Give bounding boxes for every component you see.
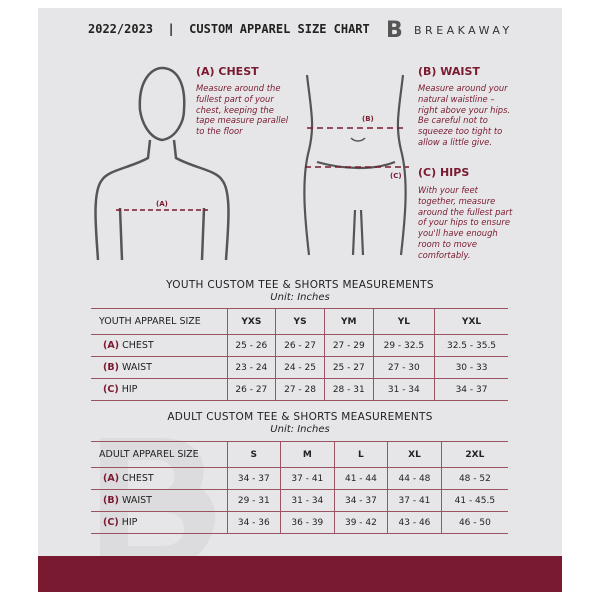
row-label: (C) HIP [91, 511, 228, 534]
row-name: CHEST [122, 473, 154, 484]
table-cell: 34 - 36 [226, 511, 282, 534]
row-name: WAIST [121, 495, 152, 506]
row-code: (C) [103, 517, 119, 528]
youth-size-table: YOUTH APPAREL SIZE YXS YS YM YL YXL (A) CHEST 2… [91, 308, 508, 401]
table-cell: 43 - 46 [387, 511, 442, 534]
table-row: (B) WAIST 29 - 31 31 - 34 34 - 37 37 - 41 41 … [91, 489, 508, 512]
header-cell: YM [323, 308, 374, 335]
lower-body-illustration [303, 74, 409, 256]
table-cell: 48 - 52 [440, 467, 508, 490]
row-label: (B) WAIST [91, 489, 228, 512]
table-cell: 36 - 39 [280, 511, 335, 534]
page-title: 2022/2023 | CUSTOM APPAREL SIZE CHART [88, 22, 370, 36]
youth-unit: Unit: Inches [270, 292, 330, 303]
logo-mark: B [386, 18, 403, 43]
table-row: (A) CHEST 34 - 37 37 - 41 41 - 44 44 - 48 48 … [91, 467, 508, 490]
row-code: (C) [103, 384, 119, 395]
table-row: (C) HIP 26 - 27 27 - 28 28 - 31 31 - 34 34 - … [91, 378, 508, 401]
adult-size-table: ADULT APPAREL SIZE S M L XL 2XL (A) CHEST 34 - … [91, 441, 508, 534]
table-cell: 25 - 27 [323, 356, 374, 379]
table-cell: 26 - 27 [275, 334, 325, 357]
table-cell: 34 - 37 [434, 378, 508, 401]
table-cell: 24 - 25 [275, 356, 325, 379]
waist-marker: (B) [362, 115, 374, 123]
header-cell: L [333, 441, 389, 468]
table-cell: 34 - 37 [333, 489, 389, 512]
row-name: WAIST [121, 362, 152, 373]
chest-marker: (A) [156, 200, 168, 208]
chest-heading: (A) CHEST [196, 65, 259, 78]
hips-heading: (C) HIPS [418, 166, 470, 179]
table-row: (A) CHEST 25 - 26 26 - 27 27 - 29 29 - 32.5 3… [91, 334, 508, 357]
table-header-row: ADULT APPAREL SIZE S M L XL 2XL [91, 441, 508, 468]
header-cell: YL [372, 308, 436, 335]
row-name: HIP [121, 517, 138, 528]
table-cell: 41 - 44 [333, 467, 389, 490]
table-header-row: YOUTH APPAREL SIZE YXS YS YM YL YXL [91, 308, 508, 335]
adult-table-title: ADULT CUSTOM TEE & SHORTS MEASUREMENTS [167, 411, 433, 423]
table-cell: 26 - 27 [226, 378, 277, 401]
chest-instructions: Measure around the fullest part of your … [196, 83, 289, 137]
header-cell: M [280, 441, 335, 468]
row-label: (A) CHEST [91, 467, 228, 490]
row-label: (B) WAIST [91, 356, 228, 379]
header-cell: YXS [226, 308, 277, 335]
table-cell: 37 - 41 [280, 467, 335, 490]
table-cell: 31 - 34 [372, 378, 436, 401]
table-cell: 23 - 24 [226, 356, 277, 379]
table-cell: 34 - 37 [226, 467, 282, 490]
table-cell: 27 - 29 [323, 334, 374, 357]
row-code: (B) [103, 362, 119, 373]
footer-bar [38, 556, 562, 592]
table-cell: 44 - 48 [387, 467, 442, 490]
row-name: CHEST [122, 340, 154, 351]
hips-instructions: With your feet together, measure around … [418, 185, 513, 260]
table-cell: 29 - 31 [226, 489, 282, 512]
table-cell: 30 - 33 [434, 356, 508, 379]
table-row: (C) HIP 34 - 36 36 - 39 39 - 42 43 - 46 46 - … [91, 511, 508, 534]
table-cell: 28 - 31 [323, 378, 374, 401]
upper-body-illustration [94, 66, 230, 261]
header-cell: ADULT APPAREL SIZE [91, 441, 228, 468]
header-cell: YXL [434, 308, 508, 335]
table-cell: 37 - 41 [387, 489, 442, 512]
waist-heading: (B) WAIST [418, 65, 480, 78]
table-row: (B) WAIST 23 - 24 24 - 25 25 - 27 27 - 30 30 … [91, 356, 508, 379]
row-name: HIP [121, 384, 138, 395]
waist-instructions: Measure around your natural waistline – … [418, 83, 511, 147]
table-cell: 27 - 28 [275, 378, 325, 401]
header-cell: 2XL [440, 441, 508, 468]
table-cell: 25 - 26 [226, 334, 277, 357]
youth-table-title: YOUTH CUSTOM TEE & SHORTS MEASUREMENTS [166, 279, 434, 291]
table-cell: 39 - 42 [333, 511, 389, 534]
header-cell: XL [387, 441, 442, 468]
hips-marker: (C) [390, 172, 402, 180]
table-cell: 32.5 - 35.5 [434, 334, 508, 357]
header-cell: YOUTH APPAREL SIZE [91, 308, 228, 335]
adult-unit: Unit: Inches [270, 424, 330, 435]
row-label: (A) CHEST [91, 334, 228, 357]
table-cell: 27 - 30 [372, 356, 436, 379]
header-cell: YS [275, 308, 325, 335]
row-label: (C) HIP [91, 378, 228, 401]
row-code: (A) [103, 473, 120, 484]
header-cell: S [226, 441, 282, 468]
logo-text: BREAKAWAY [414, 24, 513, 37]
table-cell: 31 - 34 [280, 489, 335, 512]
table-cell: 29 - 32.5 [372, 334, 436, 357]
table-cell: 41 - 45.5 [440, 489, 508, 512]
row-code: (A) [103, 340, 120, 351]
table-cell: 46 - 50 [440, 511, 508, 534]
row-code: (B) [103, 495, 119, 506]
